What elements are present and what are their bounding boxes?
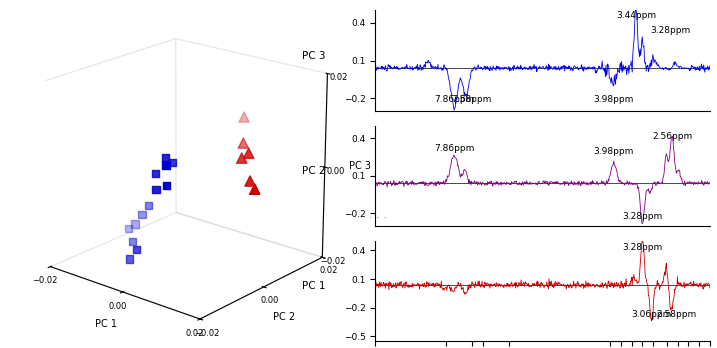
Text: 3.28ppm: 3.28ppm (650, 26, 690, 35)
Text: 3.98ppm: 3.98ppm (594, 147, 634, 156)
Text: 7.86ppm: 7.86ppm (434, 144, 475, 153)
Y-axis label: PC 3: PC 3 (302, 50, 325, 61)
Text: 3.28ppm: 3.28ppm (622, 212, 663, 221)
Y-axis label: PC 2: PC 2 (302, 166, 325, 176)
X-axis label: PC 1: PC 1 (95, 319, 117, 329)
Text: 3.98ppm: 3.98ppm (594, 95, 634, 104)
Text: 2.56ppm: 2.56ppm (652, 132, 692, 141)
Text: 2.58ppm: 2.58ppm (656, 310, 696, 319)
Text: 3.28ppm: 3.28ppm (622, 243, 663, 252)
Y-axis label: PC 2: PC 2 (272, 313, 295, 322)
Text: 7.58ppm: 7.58ppm (452, 95, 492, 104)
Y-axis label: PC 1: PC 1 (302, 281, 325, 291)
Text: 3.06ppm: 3.06ppm (631, 310, 672, 319)
Text: 3.44ppm: 3.44ppm (616, 11, 656, 21)
Text: 7.86ppm: 7.86ppm (434, 95, 475, 104)
Text: . . .: . . . (369, 209, 387, 220)
